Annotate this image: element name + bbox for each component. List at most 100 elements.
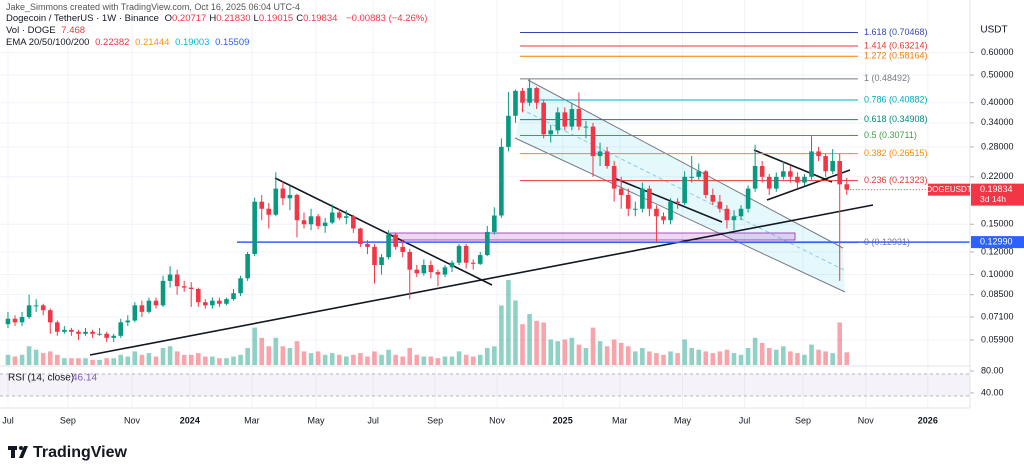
volume-bar (618, 342, 624, 365)
candle-body (393, 234, 398, 247)
volume-bar (252, 327, 257, 365)
volume-bar (224, 358, 229, 365)
candle-body (245, 254, 250, 279)
candle-body (97, 333, 102, 335)
candle-body (802, 176, 807, 183)
x-tick-label: Sep (427, 415, 443, 425)
volume-bar (576, 344, 582, 365)
candle-body (696, 171, 702, 177)
y-tick-label: 0.08500 (981, 289, 1014, 299)
candle-body (132, 305, 138, 321)
volume-bar (675, 353, 680, 365)
candle-body (738, 208, 744, 217)
zone (389, 232, 796, 241)
volume-bar (160, 348, 166, 365)
candle-body (386, 234, 391, 258)
candle-body (322, 222, 328, 226)
x-tick-label: 2025 (553, 415, 573, 425)
candle-body (365, 243, 370, 247)
ema-label: EMA 20/50/100/200 (6, 37, 90, 48)
trendline (613, 177, 723, 223)
volume-bar (661, 354, 666, 365)
candle-body (844, 184, 850, 190)
symbol-tag-text: DOGEUSDT (926, 185, 971, 194)
volume-bar (752, 337, 758, 365)
candle-body (640, 188, 645, 209)
y-tick-label: 0.07100 (981, 311, 1014, 321)
volume-bar (773, 349, 779, 365)
y-tick-label: 0.50000 (981, 69, 1014, 79)
ohlc-value: 0.21830 (216, 13, 251, 24)
y-tick-label: 0.40000 (981, 97, 1014, 107)
x-tick-label: Jul (739, 415, 751, 425)
candle-body (252, 201, 257, 255)
volume-bar (477, 354, 483, 365)
volume-bar (125, 356, 131, 365)
candle-body (62, 329, 67, 332)
volume-value: 7.468 (61, 25, 86, 36)
candle-body (203, 302, 208, 306)
volume-bar (830, 353, 835, 365)
candle-body (823, 156, 828, 172)
x-tick-label: Mar (244, 415, 260, 425)
volume-bar (442, 356, 448, 365)
candle-body (224, 299, 229, 304)
candle-body (153, 300, 159, 306)
volume-row: Vol · DOGE 7.468 (6, 25, 430, 37)
volume-bar (668, 351, 673, 365)
y-tick-label: 0.12000 (981, 246, 1014, 256)
volume-bar (738, 354, 744, 365)
candle-body (435, 272, 441, 275)
volume-bar (393, 354, 398, 365)
candle-body (47, 310, 53, 323)
volume-bar (322, 354, 328, 365)
volume-bar (484, 348, 490, 365)
candle-body (569, 109, 575, 127)
candle-body (703, 171, 709, 195)
candle-body (795, 176, 800, 183)
volume-bar (400, 356, 405, 365)
x-tick-label: 2024 (180, 415, 200, 425)
volume-bar (245, 348, 250, 365)
volume-bar (781, 346, 786, 365)
fib-label: 0.618 (0.34908) (864, 114, 928, 124)
candle-body (618, 188, 624, 195)
candle-body (336, 212, 342, 218)
candle-body (463, 245, 469, 263)
candle-body (633, 208, 638, 210)
candle-body (167, 274, 173, 281)
ema-row: EMA 20/50/100/200 0.22382 0.21444 0.1900… (6, 37, 430, 49)
candle-body (449, 262, 455, 268)
volume-bar (710, 353, 716, 365)
volume-bar (513, 300, 518, 365)
ema-value: 0.15509 (215, 37, 250, 48)
candle-body (555, 112, 561, 131)
price-tag (971, 183, 1024, 206)
candle-body (745, 188, 751, 209)
y-tick-label: 80.00 (981, 365, 1004, 375)
volume-bar (118, 354, 124, 365)
volume-bar (520, 324, 525, 365)
volume-bar (329, 353, 335, 365)
volume-bar (795, 353, 800, 365)
y-tick-label: 0.60000 (981, 47, 1014, 57)
candle-body (273, 188, 279, 215)
candle-body (611, 166, 617, 189)
volume-bar (499, 305, 504, 365)
candle-body (111, 335, 116, 338)
candle-body (654, 208, 659, 217)
volume-bar (273, 337, 279, 365)
candle-body (125, 320, 131, 323)
candle-body (604, 151, 610, 167)
candle-body (174, 274, 180, 287)
y-tick-label: 0.22000 (981, 171, 1014, 181)
x-tick-label: Sep (60, 415, 76, 425)
volume-bar (181, 354, 187, 365)
volume-bar (83, 358, 88, 365)
volume-bar (315, 351, 321, 365)
candle-body (816, 151, 821, 157)
candle-body (358, 228, 363, 244)
channel-fill (515, 80, 845, 292)
